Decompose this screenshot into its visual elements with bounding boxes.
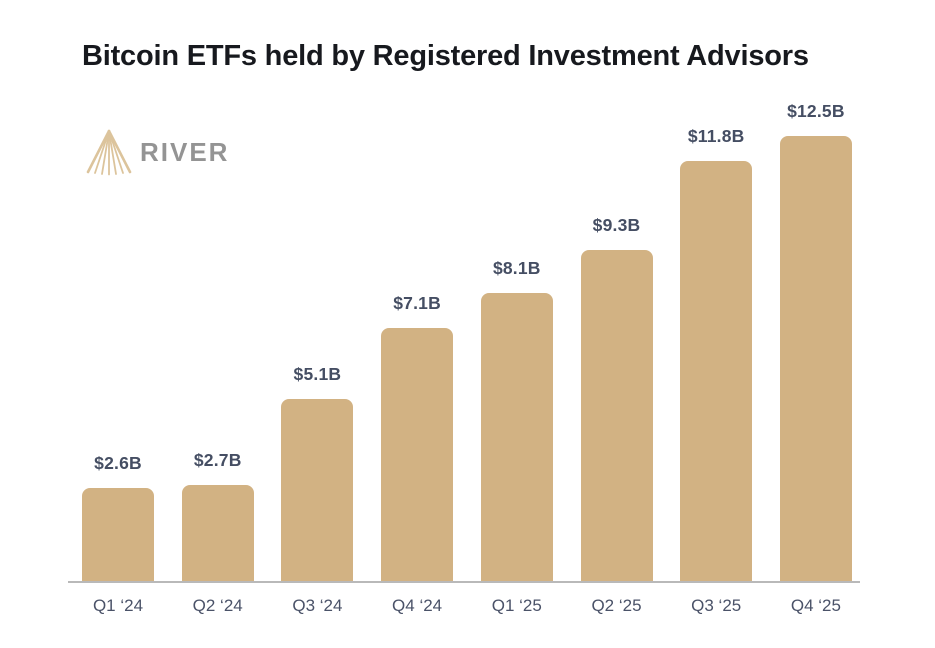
bar xyxy=(580,249,653,581)
bar xyxy=(82,488,154,581)
x-axis-label: Q4 ‘24 xyxy=(392,596,443,615)
bar-value-label: $2.6B xyxy=(94,453,142,474)
bar-value-label: $11.8B xyxy=(687,125,745,146)
bar xyxy=(680,160,753,581)
x-axis-label: Q1 ‘24 xyxy=(92,596,144,615)
bar xyxy=(181,484,254,581)
river-mountain-icon xyxy=(86,129,132,176)
bar xyxy=(480,292,553,581)
bar-value-label: $7.1B xyxy=(393,293,441,314)
bar-value-label: $5.1B xyxy=(293,364,342,385)
bar-value-label: $12.5B xyxy=(787,101,845,121)
bar xyxy=(281,399,354,581)
river-logo: RIVER xyxy=(85,128,229,176)
bar xyxy=(381,328,454,581)
bar xyxy=(779,136,852,581)
river-logo-text: RIVER xyxy=(140,136,230,167)
x-axis-label: Q2 ‘24 xyxy=(192,596,243,615)
x-axis-label: Q3 ‘24 xyxy=(292,596,343,615)
bar-value-label: $2.7B xyxy=(193,449,242,470)
x-axis-label: Q3 ‘25 xyxy=(691,596,742,615)
bar-value-label: $9.3B xyxy=(592,214,641,235)
bar-value-label: $8.1B xyxy=(492,257,541,278)
chart-title: Bitcoin ETFs held by Registered Investme… xyxy=(82,40,809,72)
x-axis-label: Q1 ‘25 xyxy=(491,596,542,615)
x-axis-label: Q2 ‘25 xyxy=(591,596,642,615)
x-axis-line xyxy=(68,581,860,583)
x-axis-label: Q4 ‘25 xyxy=(790,596,841,615)
